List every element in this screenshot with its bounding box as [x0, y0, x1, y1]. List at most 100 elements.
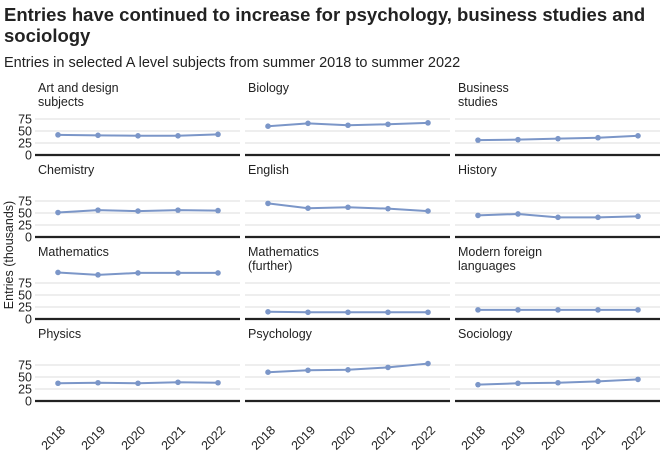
data-point	[595, 134, 601, 141]
y-tick-label: 0	[25, 231, 32, 245]
data-point	[215, 379, 221, 386]
data-point	[95, 132, 101, 139]
data-point	[345, 367, 351, 373]
data-point	[555, 379, 561, 386]
data-point	[385, 121, 391, 128]
x-tick-label: 2021	[369, 423, 399, 453]
data-point	[265, 200, 271, 207]
y-tick-label: 25	[18, 301, 32, 315]
x-tick-label: 2022	[619, 423, 649, 453]
data-point	[95, 207, 101, 213]
data-point	[135, 208, 141, 214]
y-tick-label: 0	[25, 149, 32, 163]
y-tick-label: 75	[18, 277, 32, 291]
data-point	[515, 380, 521, 387]
data-point	[515, 307, 521, 313]
data-point	[215, 270, 221, 276]
panel-title: Sociology	[458, 327, 513, 341]
data-point	[305, 205, 311, 211]
y-tick-label: 0	[25, 313, 32, 327]
x-tick-label: 2019	[79, 423, 109, 453]
data-point	[635, 376, 641, 383]
panel-title: Psychology	[248, 327, 313, 341]
data-point	[425, 208, 431, 214]
x-tick-label: 2021	[159, 423, 189, 453]
data-point	[55, 209, 61, 216]
x-tick-label: 2020	[119, 423, 149, 453]
data-point	[635, 213, 641, 220]
x-tick-label: 2021	[579, 423, 609, 453]
x-tick-label: 2019	[289, 423, 319, 453]
data-point	[475, 307, 481, 313]
x-tick-label: 2022	[199, 423, 229, 453]
data-point	[555, 214, 561, 221]
y-tick-label: 25	[18, 137, 32, 151]
y-axis-label: Entries (thousands)	[2, 201, 16, 309]
x-tick-label: 2020	[539, 423, 569, 453]
data-point	[425, 120, 431, 126]
chart-title: Entries have continued to increase for p…	[4, 4, 646, 46]
data-point	[55, 269, 61, 276]
data-point	[55, 132, 61, 138]
y-tick-label: 0	[25, 395, 32, 409]
x-tick-label: 2018	[249, 423, 279, 453]
panel-psychology: Psychology 2018 2019 2020 2021 2022	[245, 327, 450, 453]
panel-title: Mathematics	[38, 245, 109, 259]
data-point	[475, 381, 481, 388]
data-point	[595, 214, 601, 221]
data-point	[555, 307, 561, 313]
y-tick-label: 75	[18, 195, 32, 209]
data-point	[635, 307, 641, 313]
data-point	[95, 272, 101, 278]
data-point	[265, 123, 271, 129]
data-point	[175, 270, 181, 276]
x-tick-label: 2018	[39, 423, 69, 453]
data-point	[595, 378, 601, 385]
data-point	[345, 122, 351, 129]
y-tick-label: 25	[18, 383, 32, 397]
panel-sociology: Sociology 2018 2019 2020 2021 2022	[455, 327, 660, 453]
y-tick-label: 50	[18, 125, 32, 139]
panel-history: History	[455, 163, 660, 239]
data-point	[555, 135, 561, 142]
data-point	[135, 133, 141, 139]
data-point	[515, 136, 521, 143]
data-point	[635, 133, 641, 139]
data-point	[175, 207, 181, 213]
y-tick-label: 50	[18, 371, 32, 385]
data-point	[95, 379, 101, 386]
panel-mathematics-further-: Mathematics(further)	[245, 245, 450, 321]
data-point	[475, 137, 481, 143]
panel-title: Art and design	[38, 81, 119, 95]
y-tick-label: 25	[18, 219, 32, 233]
panel-title: Modern foreign	[458, 245, 542, 259]
data-point	[425, 360, 431, 367]
panel-title: Chemistry	[38, 163, 95, 177]
data-point	[385, 309, 391, 316]
data-point	[265, 309, 271, 315]
panel-title: Physics	[38, 327, 81, 341]
panel-title: Business	[458, 81, 509, 95]
panel-title: languages	[458, 259, 516, 273]
chart-subtitle: Entries in selected A level subjects fro…	[4, 55, 461, 71]
data-point	[215, 207, 221, 214]
data-point	[385, 205, 391, 212]
data-point	[175, 379, 181, 386]
x-tick-label: 2020	[329, 423, 359, 453]
y-tick-label: 75	[18, 113, 32, 127]
data-point	[55, 380, 61, 387]
data-point	[175, 133, 181, 139]
y-tick-label: 50	[18, 207, 32, 221]
panel-title: Mathematics	[248, 245, 319, 259]
panel-english: English	[245, 163, 450, 239]
panel-title: Biology	[248, 81, 290, 95]
data-point	[265, 369, 271, 376]
panel-biology: Biology	[245, 81, 450, 157]
data-point	[425, 309, 431, 316]
